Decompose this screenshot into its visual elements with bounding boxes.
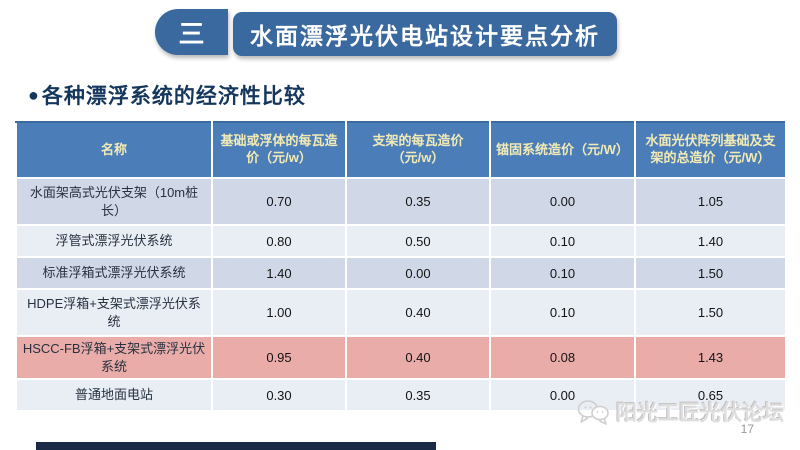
col-header-anchor-cost: 锚固系统造价（元/W）	[489, 121, 636, 179]
value-cell: 0.40	[345, 334, 491, 381]
row-name-cell: HDPE浮箱+支架式漂浮光伏系统	[15, 288, 213, 337]
section-subtitle-text: 各种漂浮系统的经济性比较	[41, 84, 306, 108]
table-row: 普通地面电站 0.30 0.35 0.00 0.65	[15, 378, 787, 413]
slide-title-box: 水面漂浮光伏电站设计要点分析	[233, 12, 617, 56]
value-cell: 1.40	[634, 224, 787, 258]
page-number: 17	[740, 422, 754, 436]
value-cell: 1.50	[634, 288, 787, 337]
value-cell: 0.80	[211, 224, 347, 258]
value-cell: 0.00	[489, 378, 636, 413]
value-cell: 0.00	[345, 256, 491, 290]
value-cell: 0.95	[211, 334, 347, 381]
value-cell: 0.30	[211, 378, 347, 413]
value-cell: 0.10	[489, 288, 636, 337]
table-row-highlighted: HSCC-FB浮箱+支架式漂浮光伏系统 0.95 0.40 0.08 1.43	[15, 334, 787, 381]
bottom-bar	[36, 442, 436, 450]
value-cell: 0.00	[489, 177, 636, 226]
value-cell: 0.65	[634, 378, 787, 413]
col-header-total-cost: 水面光伏阵列基础及支架的总造价（元/W）	[634, 121, 787, 179]
value-cell: 1.05	[634, 177, 787, 226]
bullet-icon: ●	[28, 84, 40, 105]
value-cell: 1.40	[211, 256, 347, 290]
watermark: 阳光工匠光伏论坛	[577, 397, 784, 427]
row-name-cell: 标准浮箱式漂浮光伏系统	[15, 256, 213, 290]
section-number-badge: 三	[155, 9, 228, 55]
section-subtitle: ● 各种漂浮系统的经济性比较	[28, 80, 306, 110]
row-name-cell: HSCC-FB浮箱+支架式漂浮光伏系统	[15, 334, 213, 381]
value-cell: 0.10	[489, 256, 636, 290]
col-header-rack-cost: 支架的每瓦造价（元/w）	[345, 121, 491, 179]
table-row: HDPE浮箱+支架式漂浮光伏系统 1.00 0.40 0.10 1.50	[15, 288, 787, 337]
table-row: 水面架高式光伏支架（10m桩长） 0.70 0.35 0.00 1.05	[15, 177, 787, 226]
value-cell: 0.70	[211, 177, 347, 226]
cost-comparison-table: 名称 基础或浮体的每瓦造价（元/w） 支架的每瓦造价（元/w） 锚固系统造价（元…	[15, 121, 787, 413]
table-header-row: 名称 基础或浮体的每瓦造价（元/w） 支架的每瓦造价（元/w） 锚固系统造价（元…	[15, 121, 787, 179]
watermark-text: 阳光工匠光伏论坛	[616, 401, 784, 425]
table-row: 标准浮箱式漂浮光伏系统 1.40 0.00 0.10 1.50	[15, 256, 787, 290]
value-cell: 0.35	[345, 378, 491, 413]
value-cell: 1.50	[634, 256, 787, 290]
slide-title: 水面漂浮光伏电站设计要点分析	[250, 24, 600, 49]
col-header-base-cost: 基础或浮体的每瓦造价（元/w）	[211, 121, 347, 179]
col-header-name: 名称	[15, 121, 213, 179]
row-name-cell: 浮管式漂浮光伏系统	[15, 224, 213, 258]
table-row: 浮管式漂浮光伏系统 0.80 0.50 0.10 1.40	[15, 224, 787, 258]
section-number: 三	[178, 19, 205, 49]
value-cell: 0.50	[345, 224, 491, 258]
value-cell: 0.10	[489, 224, 636, 258]
wechat-chat-bubbles-icon	[577, 400, 609, 425]
row-name-cell: 水面架高式光伏支架（10m桩长）	[15, 177, 213, 226]
value-cell: 1.43	[634, 334, 787, 381]
value-cell: 0.08	[489, 334, 636, 381]
value-cell: 0.40	[345, 288, 491, 337]
value-cell: 0.35	[345, 177, 491, 226]
value-cell: 1.00	[211, 288, 347, 337]
row-name-cell: 普通地面电站	[15, 378, 213, 413]
